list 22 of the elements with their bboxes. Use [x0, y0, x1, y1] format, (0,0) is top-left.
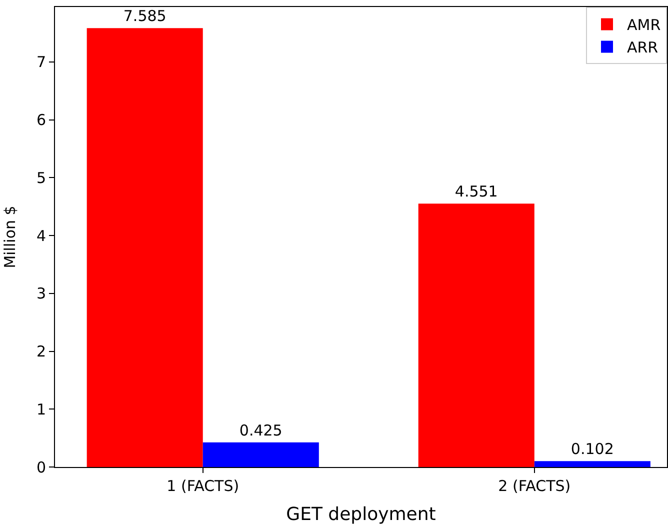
y-tick-label: 7 [36, 53, 46, 72]
legend-label: ARR [627, 38, 658, 57]
y-tick-label: 1 [36, 400, 46, 418]
y-tick-label: 5 [36, 168, 46, 187]
bar [86, 28, 203, 467]
bar [202, 442, 319, 467]
data-label: 4.551 [454, 182, 498, 201]
y-tick-label: 4 [36, 226, 46, 245]
legend-label: AMR [627, 16, 661, 34]
data-label: 0.425 [239, 421, 282, 440]
y-tick-label: 2 [36, 342, 46, 361]
x-axis-title: GET deployment [286, 504, 436, 525]
y-tick-label: 6 [36, 111, 46, 130]
y-axis-title: Million $ [1, 206, 19, 268]
bar [418, 204, 534, 467]
y-tick-label: 3 [36, 284, 46, 303]
y-tick-label: 0 [36, 458, 46, 476]
x-tick-label: 2 (FACTS) [498, 477, 571, 495]
data-label: 0.102 [570, 440, 614, 458]
x-tick-label: 1 (FACTS) [166, 477, 240, 495]
bar [534, 461, 650, 467]
data-label: 7.585 [123, 7, 166, 26]
